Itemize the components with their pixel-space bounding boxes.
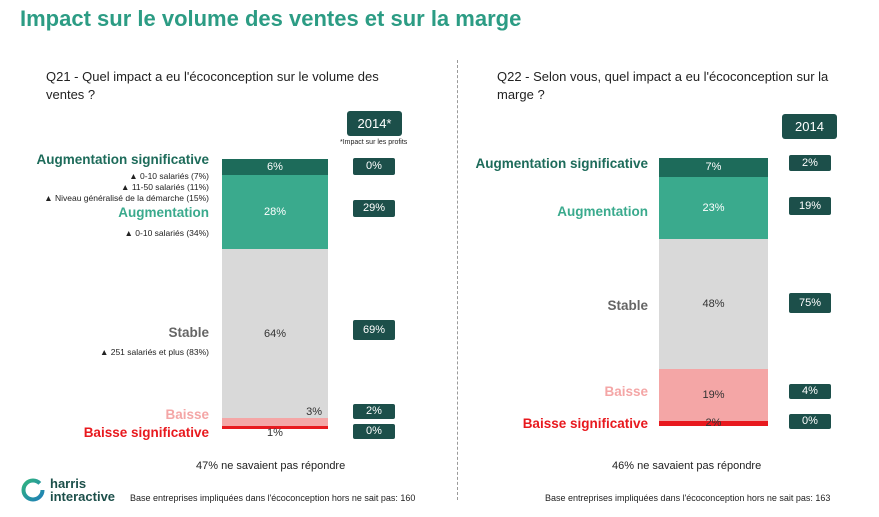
right-label-aug: Augmentation [557, 204, 648, 219]
logo-line1: harris [50, 476, 87, 491]
left-sub-stable-1: ▲ 251 salariés et plus (83%) [99, 347, 209, 357]
right-label-stable: Stable [607, 298, 648, 313]
left-label-baisse-sig: Baisse significative [83, 425, 209, 440]
right-bar-segment-stable: 48% [659, 239, 768, 370]
left-bar-label-aug: 28% [263, 205, 287, 218]
left-year-note: *Impact sur les profits [340, 139, 408, 146]
left-sub-aug-sig-1: ▲ 0-10 salariés (7%) [129, 171, 209, 181]
left-label-aug: Augmentation [118, 205, 209, 220]
right-bar-label-baisse: 19% [702, 388, 725, 401]
page-title: Impact sur le volume des ventes et sur l… [20, 6, 522, 31]
left-footer: Base entreprises impliquées dans l'écoco… [130, 493, 416, 503]
left-sub-aug-1: ▲ 0-10 salariés (34%) [124, 228, 209, 238]
left-sub-aug-sig-2: ▲ 11-50 salariés (11%) [121, 182, 209, 192]
left-bar-segment-baisse: 3% [222, 406, 328, 427]
left-badge-baisse-sig: 0% [353, 424, 395, 439]
left-question: Q21 - Quel impact a eu l'écoconception s… [46, 69, 379, 102]
right-bar-label-stable: 48% [702, 298, 725, 311]
right-stacked-bar: 7% 23% 48% 19% 2% [659, 158, 768, 429]
right-badge-baisse-sig: 0% [789, 414, 831, 429]
right-label-baisse-sig: Baisse significative [522, 416, 648, 431]
right-bar-segment-baisse-sig: 2% [659, 417, 768, 429]
left-label-baisse: Baisse [165, 407, 209, 422]
left-bar-label-aug-sig: 6% [267, 160, 283, 173]
right-bar-segment-aug-sig: 7% [659, 158, 768, 177]
left-label-stable: Stable [168, 325, 209, 340]
right-label-aug-sig: Augmentation significative [475, 156, 648, 171]
left-note: 47% ne savaient pas répondre [196, 460, 346, 472]
left-badge-aug-sig: 0% [353, 158, 395, 175]
right-bar-label-baisse-sig: 2% [705, 417, 722, 430]
right-footer: Base entreprises impliquées dans l'écoco… [545, 493, 831, 503]
left-bar-segment-baisse-sig: 1% [222, 426, 328, 439]
left-badge-stable: 69% [353, 320, 395, 340]
right-year-badge: 2014 [782, 114, 837, 139]
right-bar-label-aug-sig: 7% [705, 161, 722, 174]
left-bar-label-stable: 64% [263, 327, 287, 340]
left-stacked-bar: 6% 28% 64% 3% 1% [222, 159, 328, 439]
right-bar-label-aug: 23% [702, 202, 725, 215]
left-badge-aug: 29% [353, 200, 395, 217]
left-bar-label-baisse: 3% [306, 406, 322, 419]
harris-interactive-logo: harris interactive [20, 475, 130, 505]
left-label-aug-sig: Augmentation significative [36, 152, 209, 167]
left-bar-label-baisse-sig: 1% [267, 427, 283, 440]
right-badge-baisse: 4% [789, 384, 831, 399]
right-bar-segment-baisse: 19% [659, 369, 768, 421]
right-label-baisse: Baisse [604, 384, 648, 399]
left-bar-segment-aug-sig: 6% [222, 159, 328, 175]
left-badge-baisse: 2% [353, 404, 395, 419]
left-year-badge: 2014* [347, 111, 402, 136]
logo-ring-icon [21, 478, 45, 502]
right-badge-stable: 75% [789, 293, 831, 313]
right-question: Q22 - Selon vous, quel impact a eu l'éco… [497, 69, 829, 102]
right-note: 46% ne savaient pas répondre [612, 460, 762, 472]
right-bar-segment-aug: 23% [659, 176, 768, 240]
right-badge-aug: 19% [789, 197, 831, 215]
panel-divider [457, 60, 458, 500]
left-sub-aug-sig-3: ▲ Niveau généralisé de la démarche (15%) [44, 193, 209, 203]
logo-line2: interactive [50, 489, 116, 504]
left-bar-segment-aug: 28% [222, 174, 328, 249]
right-badge-aug-sig: 2% [789, 155, 831, 171]
left-bar-segment-stable: 64% [222, 249, 328, 419]
